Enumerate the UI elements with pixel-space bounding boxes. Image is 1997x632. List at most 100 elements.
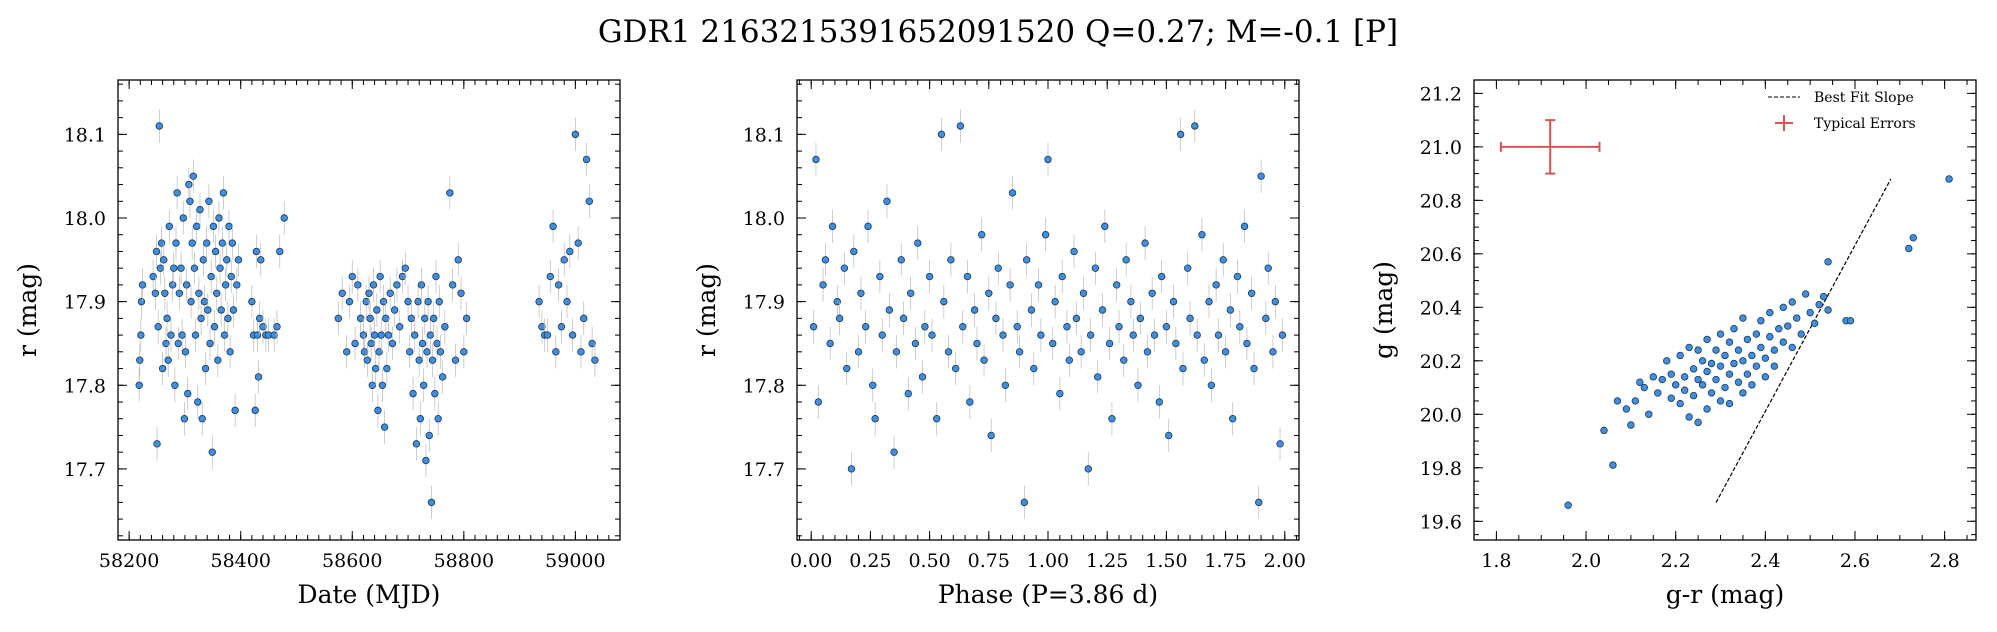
data-point bbox=[1240, 222, 1249, 231]
data-point bbox=[208, 448, 216, 456]
data-point bbox=[1278, 331, 1287, 339]
data-point bbox=[172, 239, 180, 247]
data-point bbox=[224, 314, 232, 323]
data-point bbox=[233, 281, 241, 289]
x-tick-label: 1.8 bbox=[1481, 550, 1511, 572]
color-magnitude-overlays bbox=[1499, 119, 1892, 503]
data-point bbox=[149, 272, 157, 281]
data-point bbox=[280, 214, 288, 222]
light-curve-x-axis-label: Date (MJD) bbox=[298, 580, 441, 609]
data-point bbox=[214, 356, 222, 364]
x-tick-label: 2.00 bbox=[1264, 550, 1306, 572]
phase-folded-points bbox=[809, 109, 1287, 520]
data-point bbox=[407, 314, 416, 323]
data-point bbox=[1667, 370, 1675, 378]
data-point bbox=[1269, 348, 1277, 356]
data-point bbox=[167, 331, 175, 339]
data-point bbox=[414, 297, 422, 306]
data-point bbox=[426, 331, 435, 339]
data-point bbox=[270, 331, 278, 339]
data-point bbox=[535, 297, 543, 306]
data-point bbox=[205, 197, 213, 205]
x-tick-label: 1.75 bbox=[1204, 550, 1246, 572]
data-point bbox=[1730, 359, 1738, 368]
data-point bbox=[1226, 306, 1235, 314]
data-point bbox=[1233, 272, 1242, 281]
data-point bbox=[1689, 391, 1698, 400]
data-point bbox=[438, 373, 447, 381]
data-point bbox=[384, 331, 393, 339]
data-point bbox=[398, 272, 407, 281]
data-point bbox=[194, 398, 202, 406]
data-point bbox=[1141, 239, 1149, 247]
data-point bbox=[899, 314, 908, 323]
data-point bbox=[197, 314, 205, 323]
data-point bbox=[925, 272, 934, 281]
data-point bbox=[1255, 498, 1263, 507]
data-point bbox=[186, 197, 194, 205]
data-point bbox=[164, 356, 172, 364]
data-point bbox=[1079, 289, 1088, 297]
data-point bbox=[1784, 322, 1792, 330]
data-point bbox=[1115, 323, 1123, 331]
data-point bbox=[1725, 399, 1734, 408]
data-point bbox=[1613, 397, 1622, 405]
data-point bbox=[819, 281, 827, 289]
data-point bbox=[1006, 281, 1014, 289]
data-point bbox=[1716, 330, 1725, 338]
data-point bbox=[211, 247, 220, 256]
data-point bbox=[259, 323, 267, 331]
color-magnitude-panel: 1.8 2.0 2.2 2.4 2.6 2.8 19.6 19.8 20.0 20.2 20.4 20… bbox=[1369, 79, 1977, 609]
data-point bbox=[1143, 348, 1152, 356]
data-point bbox=[1020, 498, 1029, 507]
data-point bbox=[999, 331, 1007, 339]
data-point bbox=[568, 331, 577, 339]
data-point bbox=[412, 440, 421, 448]
data-point bbox=[1122, 256, 1130, 264]
data-point bbox=[1129, 331, 1137, 339]
data-point bbox=[1703, 405, 1711, 413]
data-point bbox=[1186, 314, 1194, 323]
data-point bbox=[1810, 319, 1819, 328]
data-point bbox=[192, 222, 201, 231]
data-point bbox=[202, 239, 211, 247]
best-fit-slope-line bbox=[1715, 178, 1892, 503]
light-curve-panel: 58200 58400 58600 58800 59000 17.7 17.8 17.9 18.… bbox=[13, 79, 621, 609]
y-tick-label: 21.0 bbox=[1420, 137, 1462, 159]
data-point bbox=[1264, 264, 1272, 272]
data-point bbox=[158, 364, 167, 373]
y-tick-label: 18.1 bbox=[743, 124, 785, 146]
y-tick-label: 20.4 bbox=[1420, 297, 1462, 319]
data-point bbox=[1770, 346, 1779, 354]
data-point bbox=[1112, 281, 1121, 289]
x-tick-label: 0.50 bbox=[908, 550, 950, 572]
x-tick-label: 59000 bbox=[545, 550, 605, 572]
data-point bbox=[1761, 354, 1770, 362]
data-point bbox=[441, 323, 449, 331]
data-point bbox=[987, 431, 995, 440]
data-point bbox=[421, 314, 429, 323]
data-point bbox=[137, 297, 146, 306]
data-point bbox=[1077, 348, 1085, 356]
data-point bbox=[1072, 314, 1081, 323]
data-point bbox=[1065, 356, 1074, 364]
data-point bbox=[1698, 357, 1707, 365]
data-point bbox=[850, 247, 858, 256]
data-point bbox=[1044, 155, 1052, 164]
data-point bbox=[1788, 298, 1796, 306]
data-point bbox=[226, 348, 234, 356]
data-point bbox=[204, 306, 212, 314]
data-point bbox=[424, 297, 432, 306]
data-point bbox=[985, 289, 993, 297]
data-point bbox=[1703, 335, 1711, 344]
data-point bbox=[821, 256, 830, 264]
data-point bbox=[229, 306, 238, 314]
data-point bbox=[209, 222, 218, 231]
data-point bbox=[369, 281, 378, 289]
data-point bbox=[890, 448, 898, 456]
data-point bbox=[1056, 389, 1064, 398]
data-point bbox=[1162, 323, 1171, 331]
x-tick-label: 0.75 bbox=[968, 550, 1010, 572]
data-point bbox=[1636, 378, 1644, 386]
data-point bbox=[1739, 314, 1747, 322]
